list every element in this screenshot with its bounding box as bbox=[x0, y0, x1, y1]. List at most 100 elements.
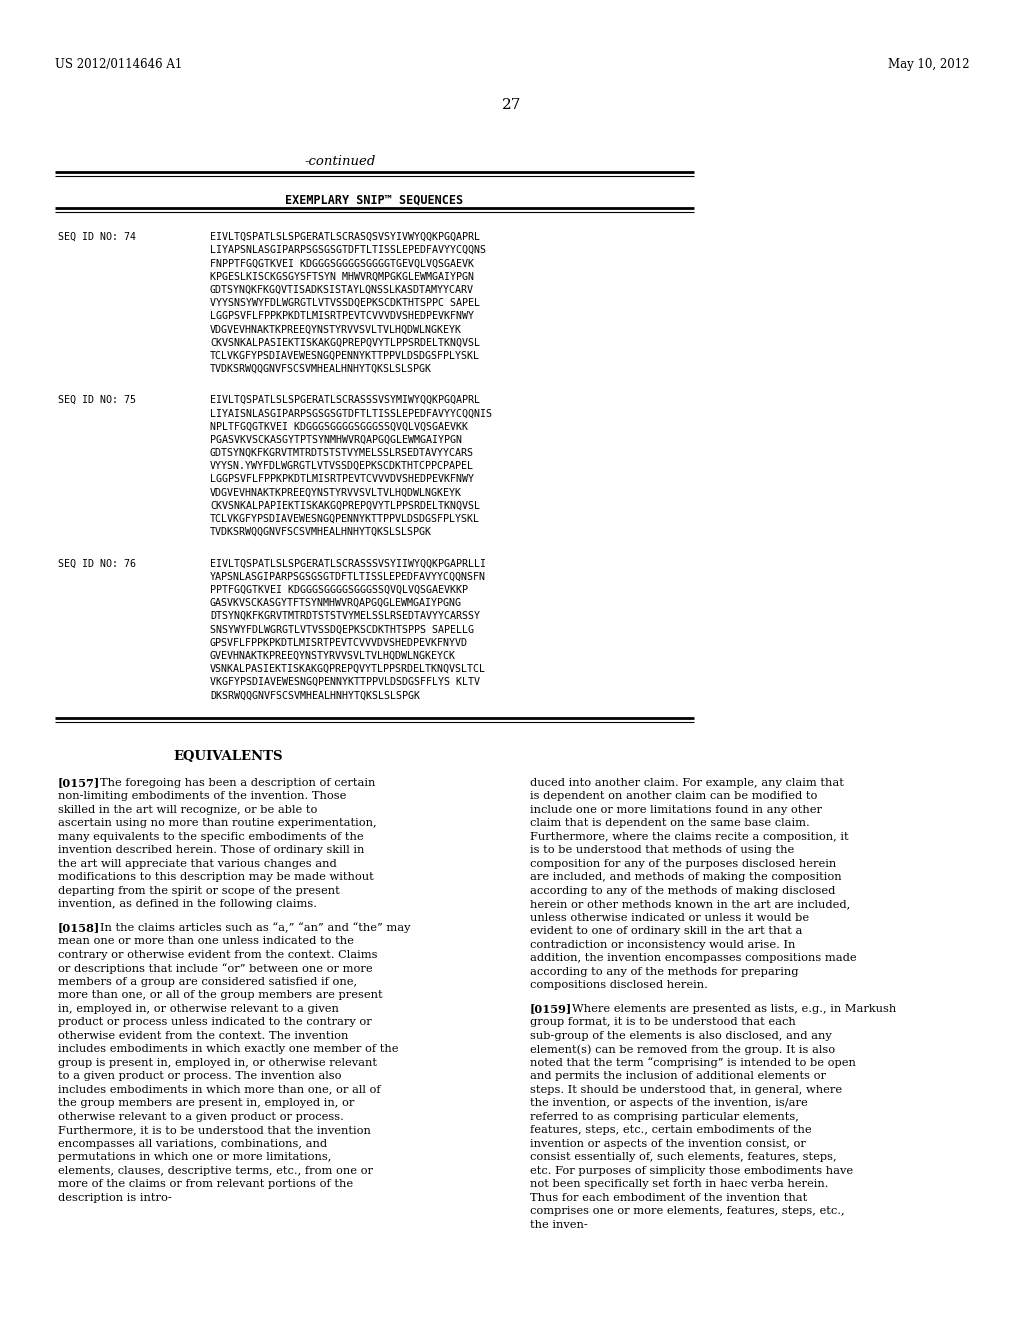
Text: GVEVHNAKTKPREEQYNSTYRVVSVLTVLHQDWLNGKEYCK: GVEVHNAKTKPREEQYNSTYRVVSVLTVLHQDWLNGKEYC… bbox=[210, 651, 456, 661]
Text: 27: 27 bbox=[503, 98, 521, 112]
Text: GASVKVSCKASGYTFTSYNMHWVRQAPGQGLEWMGAIYPGNG: GASVKVSCKASGYTFTSYNMHWVRQAPGQGLEWMGAIYPG… bbox=[210, 598, 462, 609]
Text: VYYSNSYWYFDLWGRGTLVTVSSDQEPKSCDKTHTSPPC SAPEL: VYYSNSYWYFDLWGRGTLVTVSSDQEPKSCDKTHTSPPC … bbox=[210, 298, 480, 308]
Text: according to any of the methods for preparing: according to any of the methods for prep… bbox=[530, 966, 799, 977]
Text: more than one, or all of the group members are present: more than one, or all of the group membe… bbox=[58, 990, 383, 1001]
Text: NPLTFGQGTKVEI KDGGGSGGGGSGGGSSQVQLVQSGAEVKK: NPLTFGQGTKVEI KDGGGSGGGGSGGGSSQVQLVQSGAE… bbox=[210, 421, 468, 432]
Text: features, steps, etc., certain embodiments of the: features, steps, etc., certain embodimen… bbox=[530, 1125, 812, 1135]
Text: VDGVEVHNAKTKPREEQYNSTYRVVSVLTVLHQDWLNGKEYK: VDGVEVHNAKTKPREEQYNSTYRVVSVLTVLHQDWLNGKE… bbox=[210, 487, 462, 498]
Text: FNPPTFGQGTKVEI KDGGGSGGGGSGGGGTGEVQLVQSGAEVK: FNPPTFGQGTKVEI KDGGGSGGGGSGGGGTGEVQLVQSG… bbox=[210, 259, 474, 268]
Text: EXEMPLARY SNIP™ SEQUENCES: EXEMPLARY SNIP™ SEQUENCES bbox=[285, 193, 463, 206]
Text: permutations in which one or more limitations,: permutations in which one or more limita… bbox=[58, 1152, 332, 1162]
Text: are included, and methods of making the composition: are included, and methods of making the … bbox=[530, 873, 842, 882]
Text: LGGPSVFLFPPKPKDTLMISRTPEVTCVVVDVSHEDPEVKFNWY: LGGPSVFLFPPKPKDTLMISRTPEVTCVVVDVSHEDPEVK… bbox=[210, 474, 474, 484]
Text: DKSRWQQGNVFSCSVMHEALHNHYTQKSLSLSPGK: DKSRWQQGNVFSCSVMHEALHNHYTQKSLSLSPGK bbox=[210, 690, 420, 701]
Text: contradiction or inconsistency would arise. In: contradiction or inconsistency would ari… bbox=[530, 940, 796, 949]
Text: May 10, 2012: May 10, 2012 bbox=[888, 58, 969, 71]
Text: -continued: -continued bbox=[304, 154, 376, 168]
Text: members of a group are considered satisfied if one,: members of a group are considered satisf… bbox=[58, 977, 357, 986]
Text: [0159]: [0159] bbox=[530, 1003, 572, 1015]
Text: GDTSYNQKFKGQVTISADKSISTAYLQNSSLKASDTAMYYCARV: GDTSYNQKFKGQVTISADKSISTAYLQNSSLKASDTAMYY… bbox=[210, 285, 474, 294]
Text: non-limiting embodiments of the invention. Those: non-limiting embodiments of the inventio… bbox=[58, 791, 346, 801]
Text: or descriptions that include “or” between one or more: or descriptions that include “or” betwee… bbox=[58, 964, 373, 974]
Text: CKVSNKALPAPIEKTISKAKGQPREPQVYTLPPSRDELTKNQVSL: CKVSNKALPAPIEKTISKAKGQPREPQVYTLPPSRDELTK… bbox=[210, 500, 480, 511]
Text: contrary or otherwise evident from the context. Claims: contrary or otherwise evident from the c… bbox=[58, 949, 378, 960]
Text: SEQ ID NO: 75: SEQ ID NO: 75 bbox=[58, 395, 136, 405]
Text: comprises one or more elements, features, steps, etc.,: comprises one or more elements, features… bbox=[530, 1206, 845, 1216]
Text: Furthermore, where the claims recite a composition, it: Furthermore, where the claims recite a c… bbox=[530, 832, 849, 842]
Text: elements, clauses, descriptive terms, etc., from one or: elements, clauses, descriptive terms, et… bbox=[58, 1166, 373, 1176]
Text: CKVSNKALPASIEKTISKAKGQPREPQVYTLPPSRDELTKNQVSL: CKVSNKALPASIEKTISKAKGQPREPQVYTLPPSRDELTK… bbox=[210, 338, 480, 347]
Text: SNSYWYFDLWGRGTLVTVSSDQEPKSCDKTHTSPPS SAPELLG: SNSYWYFDLWGRGTLVTVSSDQEPKSCDKTHTSPPS SAP… bbox=[210, 624, 474, 635]
Text: otherwise relevant to a given product or process.: otherwise relevant to a given product or… bbox=[58, 1111, 344, 1122]
Text: referred to as comprising particular elements,: referred to as comprising particular ele… bbox=[530, 1111, 799, 1122]
Text: SEQ ID NO: 74: SEQ ID NO: 74 bbox=[58, 232, 136, 242]
Text: the art will appreciate that various changes and: the art will appreciate that various cha… bbox=[58, 858, 337, 869]
Text: consist essentially of, such elements, features, steps,: consist essentially of, such elements, f… bbox=[530, 1152, 837, 1162]
Text: US 2012/0114646 A1: US 2012/0114646 A1 bbox=[55, 58, 182, 71]
Text: LGGPSVFLFPPKPKDTLMISRTPEVTCVVVDVSHEDPEVKFNWY: LGGPSVFLFPPKPKDTLMISRTPEVTCVVVDVSHEDPEVK… bbox=[210, 312, 474, 321]
Text: duced into another claim. For example, any claim that: duced into another claim. For example, a… bbox=[530, 777, 844, 788]
Text: the group members are present in, employed in, or: the group members are present in, employ… bbox=[58, 1098, 354, 1107]
Text: composition for any of the purposes disclosed herein: composition for any of the purposes disc… bbox=[530, 858, 837, 869]
Text: invention or aspects of the invention consist, or: invention or aspects of the invention co… bbox=[530, 1139, 806, 1148]
Text: is dependent on another claim can be modified to: is dependent on another claim can be mod… bbox=[530, 791, 817, 801]
Text: SEQ ID NO: 76: SEQ ID NO: 76 bbox=[58, 558, 136, 569]
Text: element(s) can be removed from the group. It is also: element(s) can be removed from the group… bbox=[530, 1044, 836, 1055]
Text: GDTSYNQKFKGRVTMTRDTSTSTVYMELSSLRSEDTAVYYCARS: GDTSYNQKFKGRVTMTRDTSTSTVYMELSSLRSEDTAVYY… bbox=[210, 447, 474, 458]
Text: Furthermore, it is to be understood that the invention: Furthermore, it is to be understood that… bbox=[58, 1125, 371, 1135]
Text: VYYSN.YWYFDLWGRGTLVTVSSDQEPKSCDKTHTCPPCPAPEL: VYYSN.YWYFDLWGRGTLVTVSSDQEPKSCDKTHTCPPCP… bbox=[210, 461, 474, 471]
Text: mean one or more than one unless indicated to the: mean one or more than one unless indicat… bbox=[58, 936, 354, 946]
Text: The foregoing has been a description of certain: The foregoing has been a description of … bbox=[100, 777, 376, 788]
Text: ascertain using no more than routine experimentation,: ascertain using no more than routine exp… bbox=[58, 818, 377, 828]
Text: invention described herein. Those of ordinary skill in: invention described herein. Those of ord… bbox=[58, 845, 365, 855]
Text: in, employed in, or otherwise relevant to a given: in, employed in, or otherwise relevant t… bbox=[58, 1003, 339, 1014]
Text: encompasses all variations, combinations, and: encompasses all variations, combinations… bbox=[58, 1139, 327, 1148]
Text: KPGESLKISCKGSGYSFTSYN MHWVRQMPGKGLEWMGAIYPGN: KPGESLKISCKGSGYSFTSYN MHWVRQMPGKGLEWMGAI… bbox=[210, 272, 474, 281]
Text: group is present in, employed in, or otherwise relevant: group is present in, employed in, or oth… bbox=[58, 1057, 377, 1068]
Text: claim that is dependent on the same base claim.: claim that is dependent on the same base… bbox=[530, 818, 810, 828]
Text: steps. It should be understood that, in general, where: steps. It should be understood that, in … bbox=[530, 1085, 842, 1094]
Text: is to be understood that methods of using the: is to be understood that methods of usin… bbox=[530, 845, 795, 855]
Text: description is intro-: description is intro- bbox=[58, 1192, 172, 1203]
Text: addition, the invention encompasses compositions made: addition, the invention encompasses comp… bbox=[530, 953, 857, 964]
Text: unless otherwise indicated or unless it would be: unless otherwise indicated or unless it … bbox=[530, 912, 809, 923]
Text: EIVLTQSPATLSLSPGERATLSCRASQSVSYIVWYQQKPGQAPRL: EIVLTQSPATLSLSPGERATLSCRASQSVSYIVWYQQKPG… bbox=[210, 232, 480, 242]
Text: PGASVKVSCKASGYTPTSYNMHWVRQAPGQGLEWMGAIYPGN: PGASVKVSCKASGYTPTSYNMHWVRQAPGQGLEWMGAIYP… bbox=[210, 434, 462, 445]
Text: GPSVFLFPPKPKDTLMISRTPEVTCVVVDVSHEDPEVKFNYVD: GPSVFLFPPKPKDTLMISRTPEVTCVVVDVSHEDPEVKFN… bbox=[210, 638, 468, 648]
Text: EIVLTQSPATLSLSPGERATLSCRASSSVSYIIWYQQKPGAPRLLI: EIVLTQSPATLSLSPGERATLSCRASSSVSYIIWYQQKPG… bbox=[210, 558, 486, 569]
Text: to a given product or process. The invention also: to a given product or process. The inven… bbox=[58, 1071, 341, 1081]
Text: LIYAISNLASGIPARPSGSGSGTDFTLTISSLEPEDFAVYYCQQNIS: LIYAISNLASGIPARPSGSGSGTDFTLTISSLEPEDFAVY… bbox=[210, 408, 492, 418]
Text: In the claims articles such as “a,” “an” and “the” may: In the claims articles such as “a,” “an”… bbox=[100, 923, 411, 933]
Text: many equivalents to the specific embodiments of the: many equivalents to the specific embodim… bbox=[58, 832, 364, 842]
Text: VDGVEVHNAKTKPREEQYNSTYRVVSVLTVLHQDWLNGKEYK: VDGVEVHNAKTKPREEQYNSTYRVVSVLTVLHQDWLNGKE… bbox=[210, 325, 462, 334]
Text: more of the claims or from relevant portions of the: more of the claims or from relevant port… bbox=[58, 1179, 353, 1189]
Text: departing from the spirit or scope of the present: departing from the spirit or scope of th… bbox=[58, 886, 340, 895]
Text: LIYAPSNLASGIPARPSGSGSGTDFTLTISSLEPEDFAVYYCQQNS: LIYAPSNLASGIPARPSGSGSGTDFTLTISSLEPEDFAVY… bbox=[210, 246, 486, 255]
Text: TCLVKGFYPSDIAVEWESNGQPENNYKTTPPVLDSDGSFPLYSKL: TCLVKGFYPSDIAVEWESNGQPENNYKTTPPVLDSDGSFP… bbox=[210, 351, 480, 360]
Text: the invention, or aspects of the invention, is/are: the invention, or aspects of the inventi… bbox=[530, 1098, 808, 1107]
Text: VKGFYPSDIAVEWESNGQPENNYKTTPPVLDSDGSFFLYS KLTV: VKGFYPSDIAVEWESNGQPENNYKTTPPVLDSDGSFFLYS… bbox=[210, 677, 480, 688]
Text: the inven-: the inven- bbox=[530, 1220, 588, 1230]
Text: evident to one of ordinary skill in the art that a: evident to one of ordinary skill in the … bbox=[530, 927, 803, 936]
Text: sub-group of the elements is also disclosed, and any: sub-group of the elements is also disclo… bbox=[530, 1031, 831, 1040]
Text: PPTFGQGTKVEI KDGGGSGGGGSGGGSSQVQLVQSGAEVKKP: PPTFGQGTKVEI KDGGGSGGGGSGGGSSQVQLVQSGAEV… bbox=[210, 585, 468, 595]
Text: includes embodiments in which exactly one member of the: includes embodiments in which exactly on… bbox=[58, 1044, 398, 1055]
Text: TVDKSRWQQGNVFSCSVMHEALHNHYTQKSLSLSPGK: TVDKSRWQQGNVFSCSVMHEALHNHYTQKSLSLSPGK bbox=[210, 364, 432, 374]
Text: Thus for each embodiment of the invention that: Thus for each embodiment of the inventio… bbox=[530, 1192, 807, 1203]
Text: not been specifically set forth in haec verba herein.: not been specifically set forth in haec … bbox=[530, 1179, 828, 1189]
Text: group format, it is to be understood that each: group format, it is to be understood tha… bbox=[530, 1018, 796, 1027]
Text: EIVLTQSPATLSLSPGERATLSCRASSSVSYMIWYQQKPGQAPRL: EIVLTQSPATLSLSPGERATLSCRASSSVSYMIWYQQKPG… bbox=[210, 395, 480, 405]
Text: product or process unless indicated to the contrary or: product or process unless indicated to t… bbox=[58, 1018, 372, 1027]
Text: modifications to this description may be made without: modifications to this description may be… bbox=[58, 873, 374, 882]
Text: [0157]: [0157] bbox=[58, 777, 100, 788]
Text: EQUIVALENTS: EQUIVALENTS bbox=[173, 750, 283, 763]
Text: according to any of the methods of making disclosed: according to any of the methods of makin… bbox=[530, 886, 836, 895]
Text: includes embodiments in which more than one, or all of: includes embodiments in which more than … bbox=[58, 1085, 381, 1094]
Text: and permits the inclusion of additional elements or: and permits the inclusion of additional … bbox=[530, 1071, 826, 1081]
Text: invention, as defined in the following claims.: invention, as defined in the following c… bbox=[58, 899, 317, 909]
Text: TVDKSRWQQGNVFSCSVMHEALHNHYTQKSLSLSPGK: TVDKSRWQQGNVFSCSVMHEALHNHYTQKSLSLSPGK bbox=[210, 527, 432, 537]
Text: herein or other methods known in the art are included,: herein or other methods known in the art… bbox=[530, 899, 850, 909]
Text: skilled in the art will recognize, or be able to: skilled in the art will recognize, or be… bbox=[58, 805, 317, 814]
Text: DTSYNQKFKGRVTMTRDTSTSTVYMELSSLRSEDTAVYYCARSSY: DTSYNQKFKGRVTMTRDTSTSTVYMELSSLRSEDTAVYYC… bbox=[210, 611, 480, 622]
Text: noted that the term “comprising” is intended to be open: noted that the term “comprising” is inte… bbox=[530, 1057, 856, 1068]
